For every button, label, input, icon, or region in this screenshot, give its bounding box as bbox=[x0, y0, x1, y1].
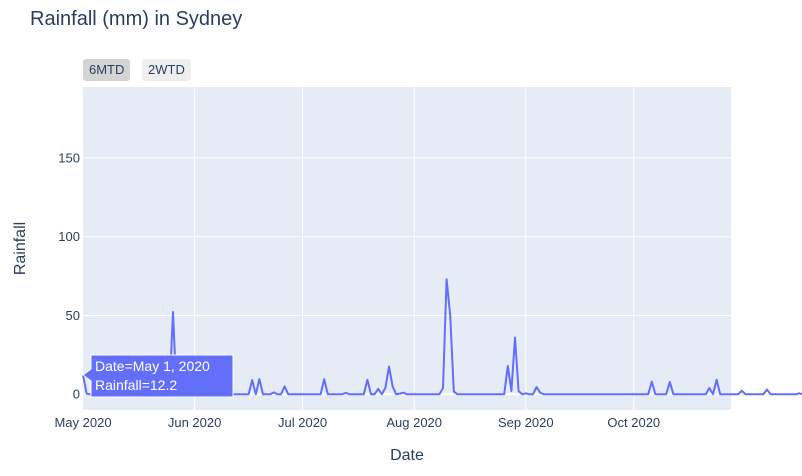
hover-date-text: Date=May 1, 2020 bbox=[95, 358, 210, 374]
x-gridlines bbox=[194, 87, 635, 410]
x-tick-label: Jun 2020 bbox=[168, 415, 222, 430]
y-tick-labels: 0 50 100 150 bbox=[58, 150, 80, 401]
x-axis-title: Date bbox=[390, 447, 424, 464]
x-tick-label: Oct 2020 bbox=[607, 415, 660, 430]
x-tick-label: Jul 2020 bbox=[278, 415, 327, 430]
chart-title: Rainfall (mm) in Sydney bbox=[30, 8, 243, 30]
x-tick-labels: May 2020 Jun 2020 Jul 2020 Aug 2020 Sep 2020… bbox=[54, 415, 660, 430]
range-button-6mtd[interactable]: 6MTD bbox=[83, 59, 131, 81]
y-tick-label: 50 bbox=[66, 308, 80, 323]
hover-value-text: Rainfall=12.2 bbox=[95, 377, 177, 393]
x-tick-label: May 2020 bbox=[54, 415, 111, 430]
x-tick-label: Aug 2020 bbox=[386, 415, 442, 430]
x-tick-label: Sep 2020 bbox=[498, 415, 554, 430]
range-button-2wtd[interactable]: 2WTD bbox=[142, 59, 191, 81]
hover-tooltip: Date=May 1, 2020 Rainfall=12.2 bbox=[82, 354, 234, 398]
y-axis-title: Rainfall bbox=[12, 222, 29, 275]
y-tick-label: 0 bbox=[73, 387, 80, 402]
y-tick-label: 100 bbox=[58, 229, 80, 244]
y-tick-label: 150 bbox=[58, 150, 80, 165]
